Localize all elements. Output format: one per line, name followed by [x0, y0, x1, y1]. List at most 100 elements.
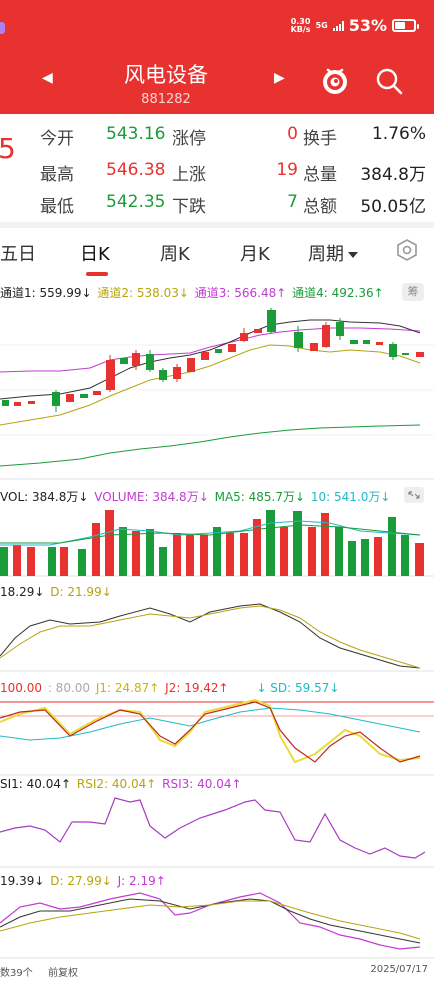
d-legend: D: 21.99↓	[50, 585, 112, 599]
low-label: 最低	[40, 197, 74, 217]
rsi-chart[interactable]	[0, 792, 434, 868]
tab-daily-k[interactable]: 日K	[80, 244, 110, 265]
kdj-k-line	[0, 898, 421, 944]
j-chart[interactable]	[0, 696, 434, 776]
search-icon[interactable]	[374, 66, 404, 96]
tab-five-day[interactable]: 五日	[0, 244, 36, 265]
kd-chart[interactable]	[0, 598, 434, 672]
candle	[402, 353, 409, 355]
channel4-line	[0, 424, 421, 467]
volume-bar	[186, 535, 194, 576]
rsi-line	[0, 797, 426, 859]
j2-line	[0, 701, 421, 763]
settings-hexagon-icon[interactable]	[395, 238, 419, 262]
tab-weekly-k[interactable]: 周K	[160, 244, 190, 265]
candle	[310, 343, 318, 351]
kd-d-line	[0, 605, 421, 669]
candle	[363, 340, 370, 344]
battery-icon	[392, 19, 419, 32]
volume-bar	[388, 517, 396, 576]
high-value: 546.38	[106, 160, 166, 180]
j1-legend: J1: 24.87↑	[95, 681, 160, 695]
candle	[267, 310, 276, 332]
candle	[215, 349, 222, 353]
open-label: 今开	[40, 129, 74, 149]
candle	[240, 333, 248, 341]
volume-bar	[173, 533, 181, 576]
adjust-mode-label[interactable]: 前复权	[48, 968, 78, 979]
turnover-label: 换手	[303, 129, 337, 149]
rsi3-legend: RSI3: 40.04↑	[162, 777, 242, 791]
kdj-chart[interactable]	[0, 887, 434, 959]
candle	[350, 340, 358, 344]
period-tabs: 五日 日K 周K 月K 周期	[0, 222, 434, 276]
chip-distribution-button[interactable]: 筹	[402, 283, 424, 301]
volume-chart[interactable]	[0, 505, 434, 577]
volume-bar	[348, 541, 356, 576]
candle	[294, 332, 303, 348]
kdj-j-legend: J: 2.19↑	[117, 874, 166, 888]
volume-bar	[48, 547, 56, 576]
kdj-j-line	[0, 892, 421, 950]
volume-bar	[280, 527, 288, 576]
high-label: 最高	[40, 165, 74, 185]
stock-code: 881282	[141, 92, 191, 107]
assistant-robot-icon[interactable]	[319, 65, 351, 97]
sd-legend: ↓ SD: 59.57↓	[256, 681, 340, 695]
volume-bar	[146, 529, 154, 576]
upper-band-legend: 100.00	[0, 681, 42, 695]
candlestick-chart[interactable]	[0, 300, 434, 480]
amount-value: 50.05亿	[360, 197, 426, 217]
volume-label: 总量	[303, 165, 337, 185]
ma5-legend: MA5: 485.7万↓	[214, 490, 306, 504]
amount-label: 总额	[303, 197, 337, 217]
candles	[2, 308, 424, 412]
rsi2-legend: RSI2: 40.04↑	[76, 777, 157, 791]
candle	[376, 342, 383, 345]
candle	[173, 367, 181, 379]
volume-bar	[200, 535, 208, 576]
tab-monthly-k[interactable]: 月K	[240, 244, 270, 265]
candle	[336, 322, 344, 336]
volume-bar	[335, 527, 343, 576]
volume-bar	[159, 547, 167, 576]
volume-bar	[132, 531, 140, 576]
channel1-legend: 通道1: 559.99↓	[0, 286, 92, 300]
volume-legend: VOL: 384.8万↓ VOLUME: 384.8万↓ MA5: 485.7万…	[0, 488, 392, 505]
volume-bar	[401, 535, 409, 576]
candle	[146, 354, 154, 370]
volume-bar	[240, 533, 248, 576]
stock-title: 风电设备	[124, 63, 208, 87]
j-legend: 100.00 : 80.00 J1: 24.87↑ J2: 19.42↑ ↓ S…	[0, 681, 341, 695]
channel3-legend: 通道3: 566.48↑	[194, 286, 287, 300]
channel4-legend: 通道4: 492.36↑	[292, 286, 384, 300]
candle	[187, 358, 195, 372]
volume-bar	[253, 519, 261, 576]
rsi-legend: SI1: 40.04↑ RSI2: 40.04↑ RSI3: 40.04↑	[0, 777, 244, 791]
sd-line	[0, 707, 421, 741]
volume-bar	[119, 527, 127, 576]
next-stock-button[interactable]: ▶	[274, 70, 285, 86]
chevron-down-icon	[348, 252, 358, 258]
volume-bar	[13, 545, 21, 576]
channel3-line	[0, 327, 421, 373]
volume-bar	[361, 539, 369, 576]
kd-k-line	[0, 603, 421, 669]
advance-label: 上涨	[172, 165, 206, 185]
candle	[120, 358, 128, 364]
open-value: 543.16	[106, 124, 166, 144]
candle	[132, 353, 140, 366]
vol-legend: VOL: 384.8万↓	[0, 490, 89, 504]
candle	[159, 370, 167, 380]
volume-bar	[105, 510, 114, 576]
tab-period-dropdown[interactable]: 周期	[308, 240, 358, 266]
volume-bar	[374, 537, 382, 576]
expand-icon[interactable]	[404, 487, 424, 503]
candle	[106, 360, 115, 390]
kdj-d-line	[0, 900, 421, 940]
volume-value: 384.8万	[360, 165, 426, 185]
kdj-d-legend: D: 27.99↓	[50, 874, 112, 888]
volume-bar	[226, 533, 234, 576]
prev-stock-button[interactable]: ◀	[42, 70, 53, 86]
kdj-k-legend: 19.39↓	[0, 874, 45, 888]
